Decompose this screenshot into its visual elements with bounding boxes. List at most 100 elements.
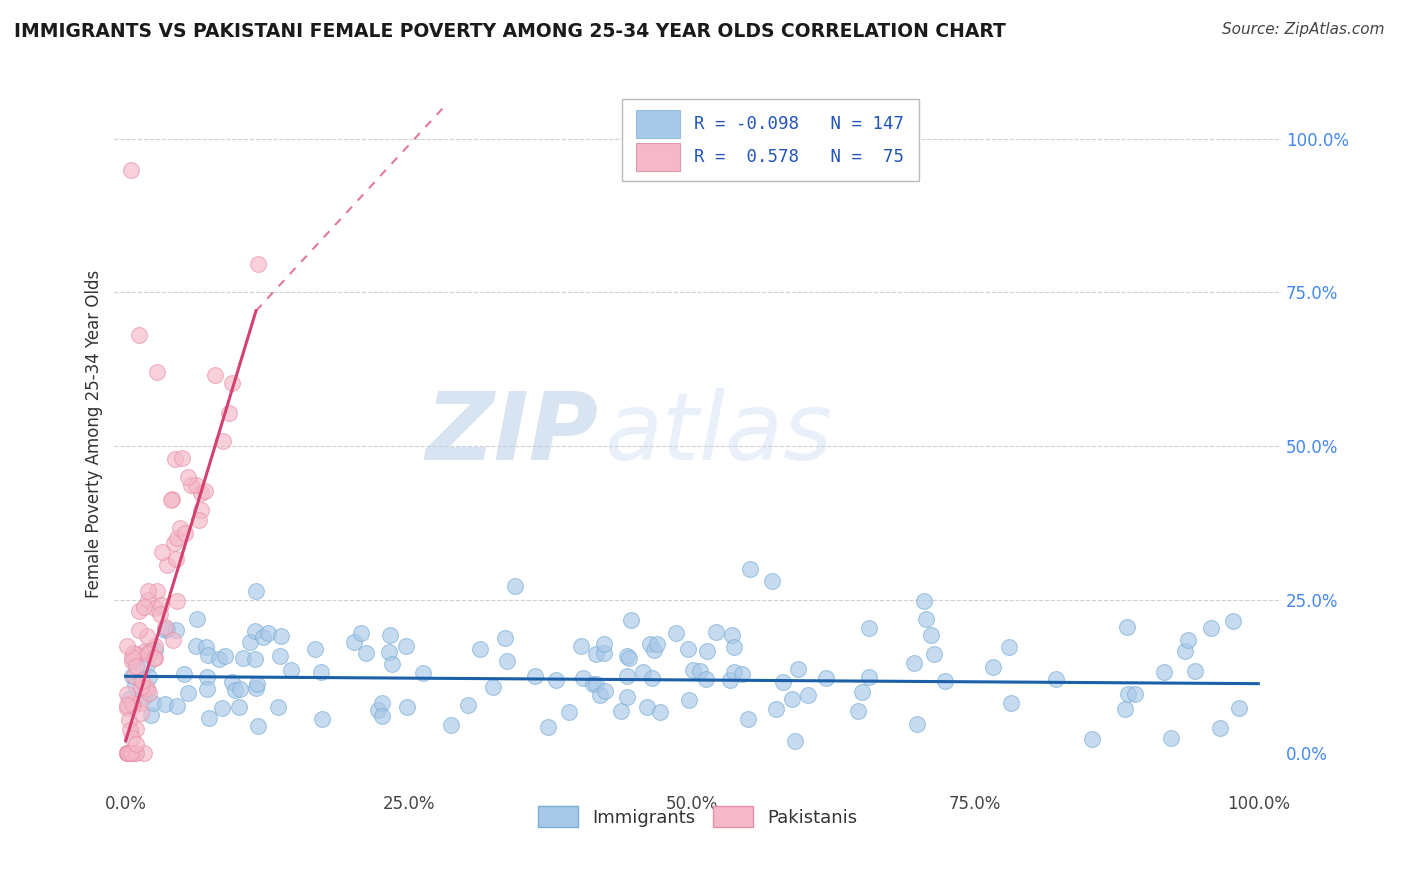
Text: R = -0.098   N = 147: R = -0.098 N = 147 — [695, 115, 904, 133]
Point — [914, 612, 936, 626]
Point — [243, 652, 266, 666]
Point — [198, 711, 221, 725]
Point — [214, 648, 236, 663]
Point — [723, 640, 745, 654]
Point — [197, 648, 219, 662]
Point — [378, 628, 401, 642]
Point — [1116, 687, 1139, 701]
Point — [1160, 731, 1182, 745]
Text: R =  0.578   N =  75: R = 0.578 N = 75 — [695, 148, 904, 166]
Point — [117, 746, 139, 760]
Point — [115, 698, 138, 712]
Point — [814, 671, 837, 685]
Point — [270, 629, 292, 643]
Point — [544, 673, 567, 688]
Point — [593, 637, 616, 651]
Point — [128, 328, 150, 343]
Point — [120, 697, 142, 711]
Point — [122, 669, 145, 683]
Point — [197, 682, 219, 697]
Point — [172, 451, 194, 466]
Point — [912, 594, 935, 608]
Point — [135, 629, 157, 643]
Point — [731, 667, 754, 681]
Point — [395, 640, 418, 654]
Point — [115, 746, 138, 760]
Point — [143, 639, 166, 653]
Point — [1045, 673, 1067, 687]
Point — [496, 654, 519, 668]
Point — [194, 483, 217, 498]
Point — [617, 651, 640, 665]
Point — [122, 653, 145, 667]
Point — [224, 683, 246, 698]
Point — [211, 701, 233, 715]
Text: IMMIGRANTS VS PAKISTANI FEMALE POVERTY AMONG 25-34 YEAR OLDS CORRELATION CHART: IMMIGRANTS VS PAKISTANI FEMALE POVERTY A… — [14, 22, 1005, 41]
Point — [640, 637, 662, 651]
Point — [165, 552, 187, 566]
Point — [641, 671, 664, 685]
Point — [903, 656, 925, 670]
Point — [569, 639, 592, 653]
Point — [143, 643, 166, 657]
Point — [858, 670, 880, 684]
Point — [115, 700, 138, 714]
Point — [592, 646, 614, 660]
Point — [761, 574, 783, 588]
Point — [678, 642, 700, 657]
Point — [797, 688, 820, 702]
Point — [765, 702, 787, 716]
Point — [678, 693, 700, 707]
Point — [589, 688, 612, 702]
Point — [650, 705, 672, 719]
Point — [350, 626, 373, 640]
Point — [783, 734, 806, 748]
Point — [689, 665, 711, 679]
Point — [585, 648, 607, 662]
Point — [1000, 696, 1022, 710]
FancyBboxPatch shape — [636, 143, 681, 171]
Point — [354, 646, 377, 660]
Point — [581, 677, 603, 691]
Point — [115, 639, 138, 653]
Point — [269, 649, 291, 664]
Point — [149, 607, 172, 622]
Point — [136, 657, 159, 672]
Point — [706, 624, 728, 639]
Point — [723, 665, 745, 680]
Point — [165, 452, 187, 467]
Point — [122, 698, 145, 713]
Point — [1177, 633, 1199, 648]
Point — [381, 657, 404, 671]
Point — [858, 621, 880, 635]
Point — [129, 696, 152, 710]
Point — [267, 699, 290, 714]
Point — [257, 626, 280, 640]
Text: atlas: atlas — [605, 388, 832, 479]
Point — [143, 601, 166, 615]
Point — [134, 681, 156, 695]
Point — [121, 669, 143, 683]
Point — [633, 665, 655, 679]
Point — [572, 671, 595, 685]
Point — [229, 682, 252, 697]
Point — [138, 686, 160, 700]
Point — [150, 545, 173, 559]
Point — [371, 709, 394, 723]
Point — [166, 594, 188, 608]
Point — [143, 650, 166, 665]
Point — [208, 652, 231, 666]
Point — [177, 686, 200, 700]
Point — [117, 713, 139, 727]
Point — [121, 731, 143, 745]
Point — [371, 696, 394, 710]
Point — [643, 643, 665, 657]
Point — [246, 677, 269, 691]
Point — [851, 685, 873, 699]
Point — [309, 665, 332, 679]
Point — [190, 503, 212, 517]
Point — [647, 637, 669, 651]
Point — [180, 477, 202, 491]
Point — [934, 674, 956, 689]
Point — [117, 746, 139, 760]
